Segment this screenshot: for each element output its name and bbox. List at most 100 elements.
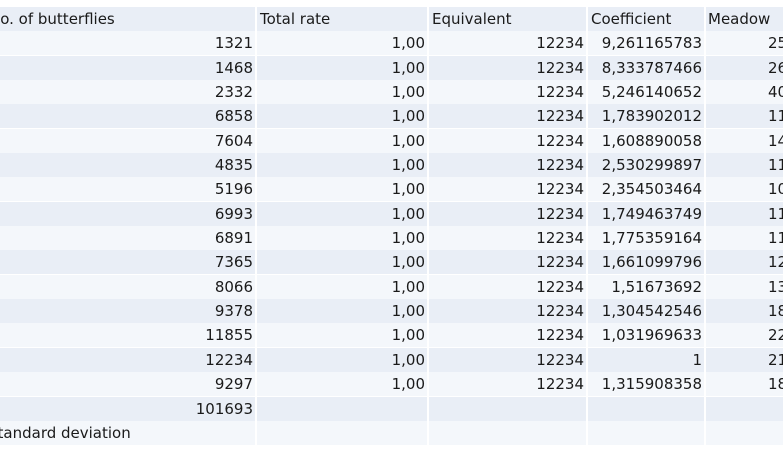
butterflies-cell[interactable]: 7604 — [0, 128, 255, 153]
butterflies-cell[interactable]: 6891 — [0, 226, 255, 251]
butterflies-cell[interactable]: 9378 — [0, 299, 255, 324]
equivalent-cell[interactable]: 12234 — [429, 153, 586, 178]
coefficient-cell[interactable] — [588, 396, 704, 421]
equivalent-cell[interactable]: 12234 — [429, 31, 586, 56]
total-rate-cell[interactable]: 1,00 — [257, 274, 427, 299]
meadow-cell[interactable]: 182 — [706, 299, 783, 324]
butterflies-cell[interactable]: 9297 — [0, 372, 255, 397]
total-rate-cell[interactable]: 1,00 — [257, 347, 427, 372]
butterflies-cell[interactable]: 1468 — [0, 55, 255, 80]
butterflies-cell[interactable]: 101693 — [0, 396, 255, 421]
total-rate-cell[interactable]: 1,00 — [257, 323, 427, 348]
meadow-cell[interactable]: 218 — [706, 347, 783, 372]
total-rate-cell[interactable]: 1,00 — [257, 177, 427, 202]
equivalent-cell[interactable]: 12234 — [429, 347, 586, 372]
equivalent-cell[interactable]: 12234 — [429, 372, 586, 397]
equivalent-cell[interactable]: 12234 — [429, 80, 586, 105]
table-header-row: No. of butterflies Total rate Equivalent… — [0, 7, 783, 31]
total-rate-cell[interactable]: 1,00 — [257, 226, 427, 251]
equivalent-cell[interactable]: 12234 — [429, 250, 586, 275]
table-cell[interactable] — [257, 420, 427, 445]
coefficient-cell[interactable]: 2,354503464 — [588, 177, 704, 202]
meadow-cell[interactable]: 104 — [706, 177, 783, 202]
header-total-rate[interactable]: Total rate — [257, 7, 427, 31]
coefficient-cell[interactable]: 5,246140652 — [588, 80, 704, 105]
coefficient-cell[interactable]: 1,608890058 — [588, 128, 704, 153]
coefficient-cell[interactable]: 9,261165783 — [588, 31, 704, 56]
table-cell[interactable] — [706, 420, 783, 445]
butterflies-cell[interactable]: 7365 — [0, 250, 255, 275]
total-rate-cell[interactable]: 1,00 — [257, 128, 427, 153]
coefficient-cell[interactable]: 2,530299897 — [588, 153, 704, 178]
header-meadow[interactable]: Meadow — [706, 7, 783, 31]
equivalent-cell[interactable]: 12234 — [429, 226, 586, 251]
butterflies-cell[interactable]: 6858 — [0, 104, 255, 129]
butterflies-cell[interactable]: 1321 — [0, 31, 255, 56]
table-cell[interactable] — [588, 420, 704, 445]
meadow-cell[interactable]: 115 — [706, 153, 783, 178]
meadow-cell[interactable]: 40 — [706, 80, 783, 105]
total-rate-cell[interactable]: 1,00 — [257, 153, 427, 178]
total-rate-cell[interactable]: 1,00 — [257, 31, 427, 56]
coefficient-cell[interactable]: 8,333787466 — [588, 55, 704, 80]
butterflies-cell[interactable]: 4835 — [0, 153, 255, 178]
meadow-cell[interactable]: 113 — [706, 226, 783, 251]
table-row: 101693 — [0, 396, 783, 421]
meadow-cell[interactable]: 26 — [706, 55, 783, 80]
table-cell[interactable] — [429, 420, 586, 445]
coefficient-cell[interactable]: 1,775359164 — [588, 226, 704, 251]
meadow-cell[interactable]: 25 — [706, 31, 783, 56]
butterflies-cell[interactable]: 8066 — [0, 274, 255, 299]
meadow-cell[interactable]: 222 — [706, 323, 783, 348]
meadow-cell[interactable]: 180 — [706, 372, 783, 397]
header-coefficient[interactable]: Coefficient — [588, 7, 704, 31]
butterflies-cell[interactable]: 12234 — [0, 347, 255, 372]
total-rate-cell[interactable]: 1,00 — [257, 372, 427, 397]
header-butterflies[interactable]: No. of butterflies — [0, 7, 255, 31]
coefficient-cell[interactable]: 1,661099796 — [588, 250, 704, 275]
butterflies-cell[interactable]: 5196 — [0, 177, 255, 202]
coefficient-cell[interactable]: 1,51673692 — [588, 274, 704, 299]
coefficient-cell[interactable]: 1 — [588, 347, 704, 372]
equivalent-cell[interactable]: 12234 — [429, 128, 586, 153]
butterflies-cell[interactable]: 11855 — [0, 323, 255, 348]
standard-deviation-label[interactable]: Standard deviation — [0, 420, 255, 445]
equivalent-cell[interactable]: 12234 — [429, 55, 586, 80]
total-rate-cell[interactable]: 1,00 — [257, 80, 427, 105]
equivalent-cell[interactable]: 12234 — [429, 299, 586, 324]
total-rate-cell[interactable]: 1,00 — [257, 250, 427, 275]
equivalent-cell[interactable]: 12234 — [429, 104, 586, 129]
meadow-cell[interactable]: 149 — [706, 128, 783, 153]
total-rate-cell[interactable] — [257, 396, 427, 421]
equivalent-cell[interactable]: 12234 — [429, 201, 586, 226]
total-rate-cell[interactable]: 1,00 — [257, 104, 427, 129]
meadow-cell[interactable]: 114 — [706, 201, 783, 226]
total-rate-cell[interactable]: 1,00 — [257, 201, 427, 226]
equivalent-cell[interactable]: 12234 — [429, 323, 586, 348]
total-rate-cell[interactable]: 1,00 — [257, 55, 427, 80]
coefficient-cell[interactable]: 1,783902012 — [588, 104, 704, 129]
coefficient-cell[interactable]: 1,315908358 — [588, 372, 704, 397]
meadow-cell[interactable]: 125 — [706, 250, 783, 275]
meadow-cell[interactable] — [706, 396, 783, 421]
equivalent-cell[interactable]: 12234 — [429, 177, 586, 202]
total-rate-cell[interactable]: 1,00 — [257, 299, 427, 324]
meadow-cell[interactable]: 133 — [706, 274, 783, 299]
equivalent-cell[interactable]: 12234 — [429, 274, 586, 299]
coefficient-cell[interactable]: 1,749463749 — [588, 201, 704, 226]
coefficient-cell[interactable]: 1,031969633 — [588, 323, 704, 348]
butterflies-cell[interactable]: 6993 — [0, 201, 255, 226]
header-equivalent[interactable]: Equivalent — [429, 7, 586, 31]
equivalent-cell[interactable] — [429, 396, 586, 421]
coefficient-cell[interactable]: 1,304542546 — [588, 299, 704, 324]
meadow-cell[interactable]: 119 — [706, 104, 783, 129]
butterflies-cell[interactable]: 2332 — [0, 80, 255, 105]
